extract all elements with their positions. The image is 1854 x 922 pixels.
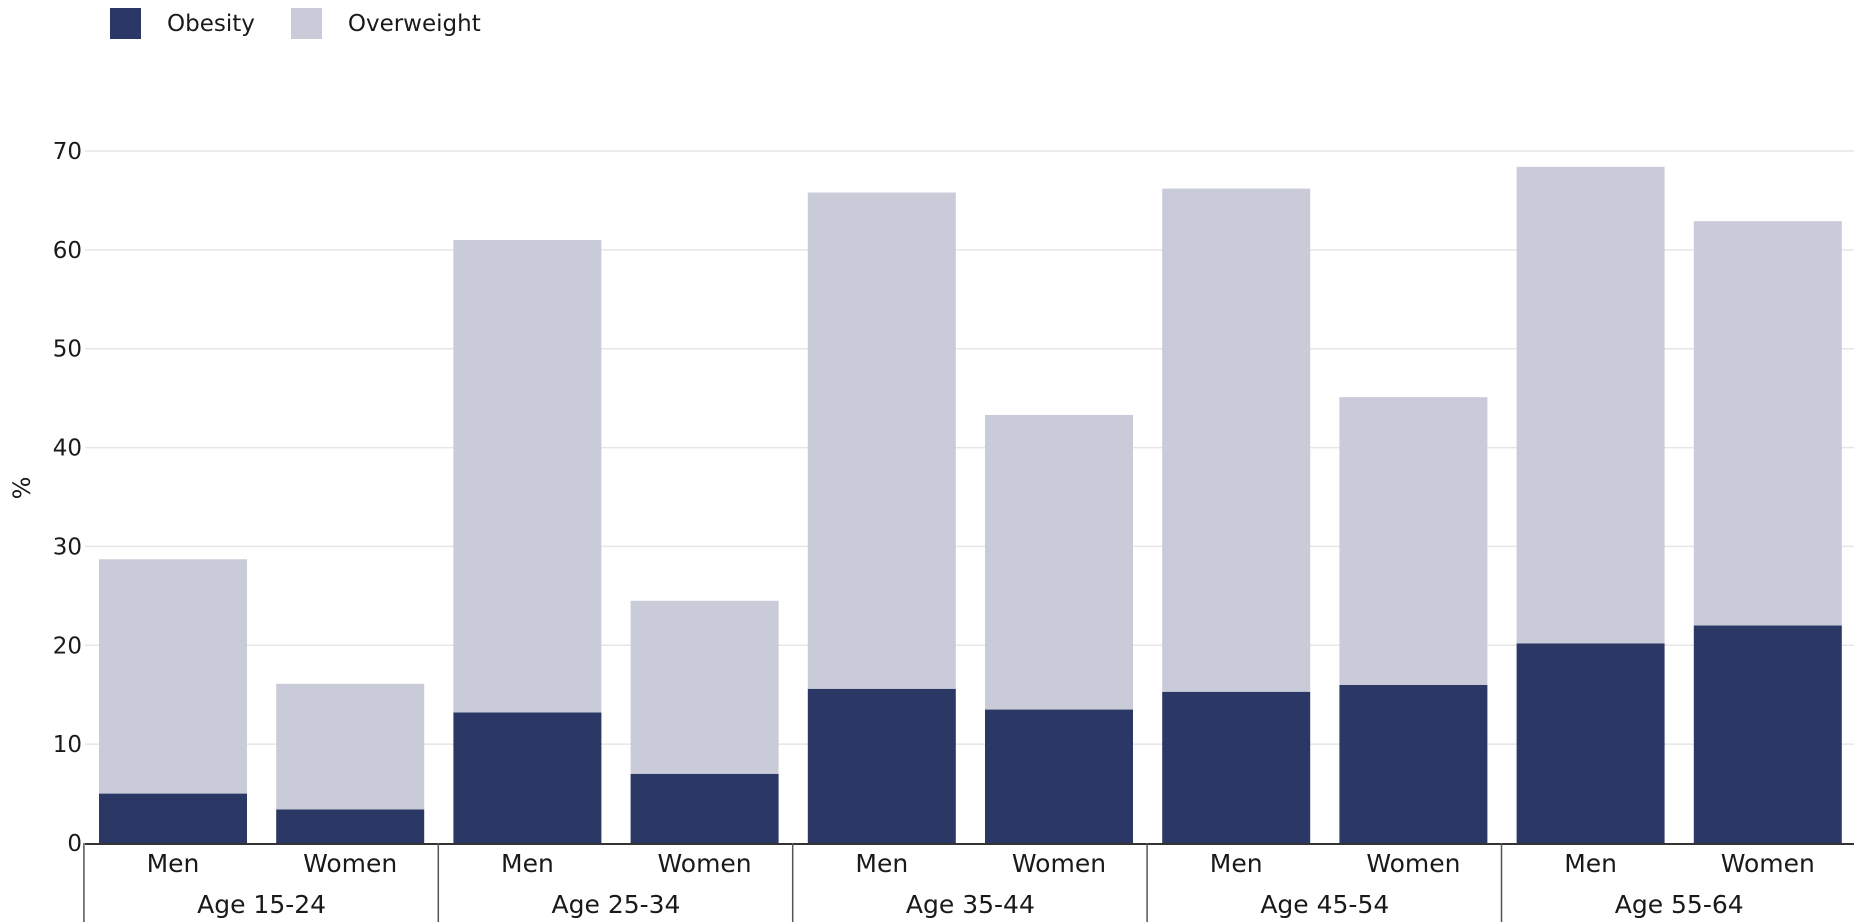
group-label-age-35-44: Age 35-44 — [906, 890, 1035, 919]
bar-overweight-age-25-34-men — [453, 240, 601, 713]
bar-obesity-age-35-44-men — [808, 689, 956, 843]
y-axis-label: % — [8, 477, 36, 500]
x-tick-label-age-55-64-men: Men — [1564, 849, 1617, 878]
y-tick-label-50: 50 — [53, 337, 82, 363]
group-label-age-45-54: Age 45-54 — [1260, 890, 1389, 919]
group-label-age-55-64: Age 55-64 — [1615, 890, 1744, 919]
bar-overweight-age-35-44-men — [808, 193, 956, 689]
bar-obesity-age-25-34-men — [453, 713, 601, 843]
y-tick-label-10: 10 — [53, 732, 82, 758]
bar-obesity-age-45-54-men — [1162, 692, 1310, 843]
bar-overweight-age-55-64-women — [1694, 221, 1842, 625]
group-label-age-25-34: Age 25-34 — [552, 890, 681, 919]
y-tick-label-40: 40 — [53, 436, 82, 462]
x-tick-label-age-15-24-men: Men — [147, 849, 200, 878]
bar-obesity-age-15-24-men — [99, 794, 247, 843]
y-tick-label-0: 0 — [67, 831, 82, 857]
bar-overweight-age-55-64-men — [1517, 167, 1665, 643]
x-tick-label-age-15-24-women: Women — [303, 849, 397, 878]
bar-overweight-age-35-44-women — [985, 415, 1133, 710]
y-tick-label-60: 60 — [53, 238, 82, 264]
bar-obesity-age-15-24-women — [276, 809, 424, 843]
bar-obesity-age-45-54-women — [1339, 685, 1487, 843]
x-tick-label-age-25-34-men: Men — [501, 849, 554, 878]
bar-overweight-age-45-54-men — [1162, 189, 1310, 692]
y-tick-label-30: 30 — [53, 534, 82, 560]
x-tick-label-age-25-34-women: Women — [658, 849, 752, 878]
bar-obesity-age-55-64-women — [1694, 626, 1842, 843]
bar-obesity-age-55-64-men — [1517, 643, 1665, 843]
bar-overweight-age-45-54-women — [1339, 397, 1487, 685]
y-tick-label-20: 20 — [53, 633, 82, 659]
x-tick-label-age-55-64-women: Women — [1721, 849, 1815, 878]
bar-overweight-age-15-24-women — [276, 684, 424, 810]
group-label-age-15-24: Age 15-24 — [197, 890, 326, 919]
bar-overweight-age-15-24-men — [99, 559, 247, 793]
y-tick-label-70: 70 — [53, 139, 82, 165]
x-tick-label-age-35-44-men: Men — [855, 849, 908, 878]
x-tick-label-age-45-54-men: Men — [1210, 849, 1263, 878]
x-tick-label-age-45-54-women: Women — [1366, 849, 1460, 878]
bar-obesity-age-35-44-women — [985, 710, 1133, 843]
bar-obesity-age-25-34-women — [631, 774, 779, 843]
bar-overweight-age-25-34-women — [631, 601, 779, 774]
x-tick-label-age-35-44-women: Women — [1012, 849, 1106, 878]
